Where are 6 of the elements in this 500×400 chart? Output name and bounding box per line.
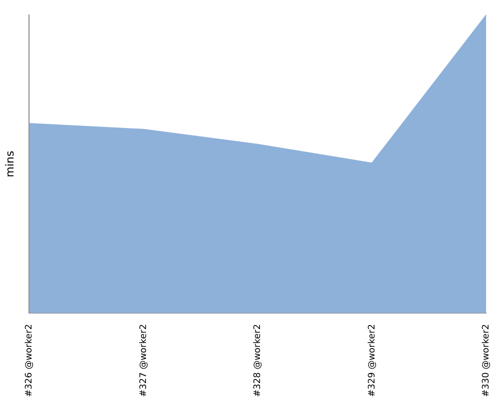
x-tick-label: #329 @worker2 [367,324,378,398]
y-axis-title: mins [3,150,16,178]
x-tick-label: #327 @worker2 [138,324,149,398]
x-tick-label: #328 @worker2 [253,324,264,398]
x-tick-label: #330 @worker2 [482,324,492,398]
x-tick-label: #326 @worker2 [24,324,35,398]
